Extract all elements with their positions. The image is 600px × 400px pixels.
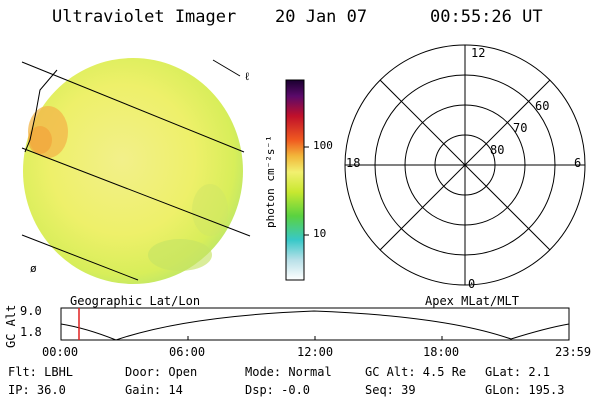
dsp-info: Dsp: -0.0	[245, 383, 311, 397]
seq-info: Seq: 39	[365, 383, 416, 397]
xtick-0000: 00:00	[42, 345, 79, 359]
time-label: 00:55:26 UT	[430, 7, 543, 27]
colorbar	[285, 79, 309, 281]
lat-label-60: 60	[535, 99, 549, 113]
xtick-0600: 06:00	[169, 345, 206, 359]
earth-disk	[23, 58, 243, 284]
gain-info: Gain: 14	[125, 383, 183, 397]
glon-info: GLon: 195.3	[485, 383, 565, 397]
xtick-1200: 12:00	[297, 345, 334, 359]
altitude-plot	[60, 307, 570, 341]
colorbar-tick-100: 100	[313, 139, 333, 152]
door-info: Door: Open	[125, 365, 198, 379]
colorbar-gradient	[285, 79, 305, 281]
mlt-label-0: 0	[468, 277, 475, 290]
lat-label-70: 70	[513, 121, 527, 135]
xtick-2359: 23:59	[555, 345, 592, 359]
gc-alt-axis-label: GC Alt	[4, 304, 18, 348]
corner-mark-top: ℓ	[244, 70, 251, 83]
ip-info: IP: 36.0	[8, 383, 66, 397]
geo-grid-line	[21, 234, 139, 281]
geo-grid-line	[21, 147, 251, 237]
instrument-title: Ultraviolet Imager	[52, 7, 237, 27]
plot-frame	[60, 307, 570, 341]
polar-grid: 12 18 6 0 60 70 80	[344, 44, 586, 290]
colorbar-unit-label: photon cm⁻²s⁻¹	[264, 135, 277, 228]
limb-line	[24, 69, 58, 153]
corner-mark-bottom: ø	[30, 262, 37, 275]
glat-info: GLat: 2.1	[485, 365, 551, 379]
altitude-curve	[60, 310, 570, 341]
mode-info: Mode: Normal	[245, 365, 332, 379]
date-label: 20 Jan 07	[275, 7, 368, 27]
xtick-1800: 18:00	[423, 345, 460, 359]
geo-grid-line	[21, 61, 245, 153]
ytick-1-8: 1.8	[20, 325, 42, 339]
lat-label-80: 80	[490, 143, 504, 157]
mlt-label-12: 12	[471, 46, 485, 60]
filter-info: Flt: LBHL	[8, 365, 74, 379]
colorbar-tick-10: 10	[313, 227, 327, 240]
mlt-label-6: 6	[574, 156, 581, 170]
apex-label: Apex MLat/MLT	[425, 294, 519, 308]
ytick-9: 9.0	[20, 304, 42, 318]
geographic-label: Geographic Lat/Lon	[70, 294, 201, 308]
gc-alt-info: GC Alt: 4.5 Re	[365, 365, 467, 379]
mlt-label-18: 18	[346, 156, 360, 170]
uv-image-panel: ℓ ø	[21, 58, 251, 284]
